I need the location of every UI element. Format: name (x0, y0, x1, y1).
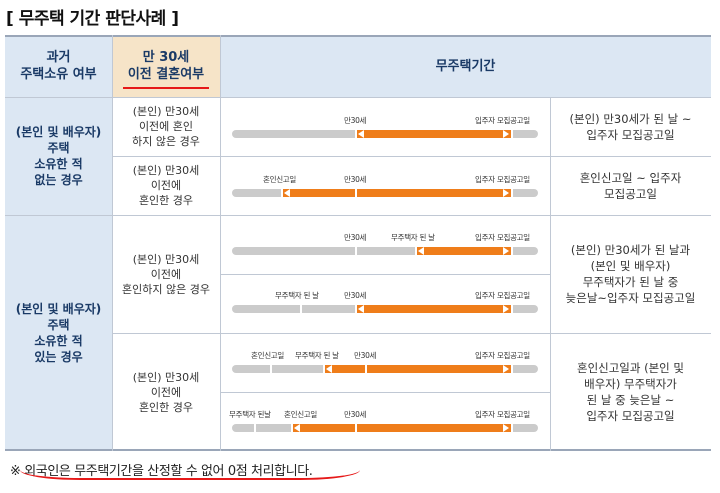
timeline-label: 혼인신고일 (251, 351, 284, 360)
page-title: [ 무주택 기간 판단사례 ] (6, 9, 179, 29)
timeline-label: 입주자 모집공고일 (475, 410, 530, 419)
timeline-label: 입주자 모집공고일 (475, 351, 530, 360)
timeline-label: 무주택자 된 날 (275, 291, 319, 300)
result-row-4: 혼인신고일과 (본인 및 배우자) 무주택자가 된 날 중 늦은날 ~ 입주자 … (576, 361, 685, 423)
timeline-label: 입주자 모집공고일 (475, 233, 530, 242)
timeline-label: 입주자 모집공고일 (475, 116, 530, 125)
header-marriage-before-30: 만 30세 이전 결혼여부 (112, 35, 220, 97)
header-no-house-period: 무주택기간 (220, 35, 711, 97)
group-label-never-owned: (본인 및 배우자) 주택 소유한 적 없는 경우 (5, 97, 112, 215)
group-label-owned: (본인 및 배우자) 주택 소유한 적 있는 경우 (5, 215, 112, 451)
timeline-label: 만30세 (344, 175, 367, 184)
timeline-label: 입주자 모집공고일 (475, 175, 530, 184)
timeline-label: 무주택자 된 날 (391, 233, 435, 242)
timeline-label: 만30세 (344, 116, 367, 125)
timeline-label: 만30세 (344, 291, 367, 300)
result-row-2: 혼인신고일 ~ 입주자 모집공고일 (579, 170, 682, 201)
housing-period-table: 과거 주택소유 여부 만 30세 이전 결혼여부 무주택기간 (본인 및 배우자… (5, 35, 711, 451)
condition-row-2: (본인) 만30세 이전에 혼인한 경우 (132, 164, 200, 207)
foreigner-note: ※ 외국인은 무주택기간을 산정할 수 없어 0점 처리합니다. (10, 464, 313, 479)
timeline-label: 만30세 (354, 351, 377, 360)
timeline-label: 혼인신고일 (284, 410, 317, 419)
timeline-label: 혼인신고일 (263, 175, 296, 184)
result-row-1: (본인) 만30세가 된 날 ~ 입주자 모집공고일 (569, 111, 692, 142)
header-past-ownership: 과거 주택소유 여부 (5, 35, 112, 97)
timeline-label: 무주택자 된 날 (295, 351, 339, 360)
condition-row-3: (본인) 만30세 이전에 혼인하지 않은 경우 (122, 252, 210, 296)
timeline-label: 무주택자 된날 (229, 410, 271, 419)
timeline-label: 입주자 모집공고일 (475, 291, 530, 300)
timeline-label: 만30세 (344, 410, 367, 419)
note-underline (20, 454, 360, 480)
condition-row-1: (본인) 만30세 이전에 혼인 하지 않은 경우 (132, 105, 200, 148)
result-row-3: (본인) 만30세가 된 날과 (본인 및 배우자) 무주택자가 된 날 중 늦… (565, 243, 696, 305)
marriage-header-underline (123, 87, 209, 89)
timeline-label: 만30세 (344, 233, 367, 242)
condition-row-4: (본인) 만30세 이전에 혼인한 경우 (132, 370, 200, 414)
